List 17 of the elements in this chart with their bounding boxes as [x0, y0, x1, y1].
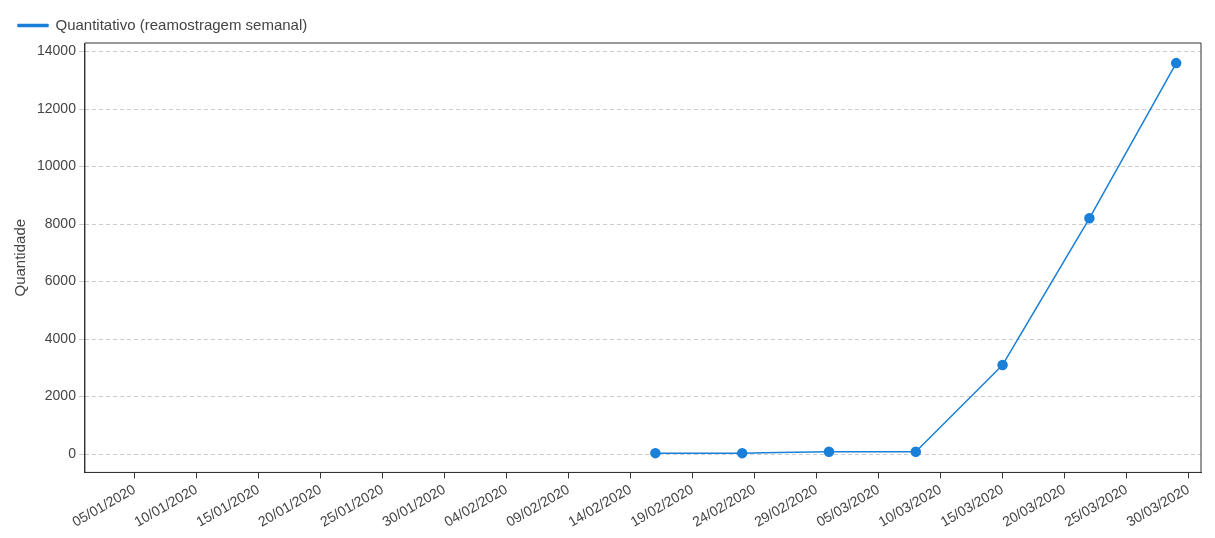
y-tick-label: 0 [68, 444, 77, 461]
point [1084, 213, 1095, 224]
point [1170, 57, 1182, 69]
y-tick-label: 8000 [44, 214, 77, 231]
point [736, 447, 748, 459]
y-tick-label: 4000 [44, 329, 77, 346]
point [823, 446, 835, 457]
y-tick-label: 6000 [44, 272, 77, 289]
y-tick-label: 10000 [36, 157, 77, 174]
point [997, 359, 1008, 371]
point [910, 446, 922, 457]
y-tick-label: 14000 [36, 42, 77, 59]
point [650, 447, 661, 459]
y-tick-label: 2000 [44, 387, 77, 404]
y-tick-label: 12000 [36, 99, 77, 116]
y-axis-title: Quantidade [11, 218, 29, 297]
legend-label: Quantitativo (reamostragem semanal) [55, 15, 308, 33]
